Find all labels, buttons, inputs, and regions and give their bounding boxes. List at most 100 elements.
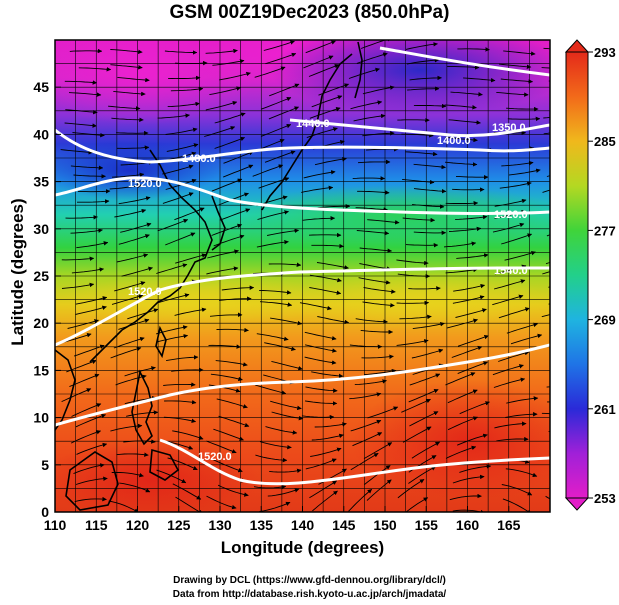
streamline: [310, 447, 342, 457]
streamline: [73, 344, 105, 357]
streamline: [269, 83, 300, 97]
streamline: [362, 301, 395, 308]
streamline: [164, 399, 197, 405]
streamline: [77, 189, 111, 194]
streamline: [362, 85, 395, 95]
streamline: [61, 388, 92, 403]
streamline: [401, 398, 431, 413]
streamline: [303, 55, 334, 69]
streamline: [166, 143, 199, 152]
streamline: [76, 442, 108, 455]
coast-borneo: [65, 451, 119, 511]
streamline: [214, 136, 246, 149]
streamline: [350, 100, 383, 110]
streamline: [413, 230, 447, 236]
streamline: [206, 440, 237, 454]
contour-line: [159, 438, 550, 486]
streamline: [445, 445, 477, 459]
streamline: [252, 164, 284, 177]
streamline: [542, 189, 550, 193]
streamline: [451, 345, 483, 358]
streamline: [115, 374, 147, 386]
streamline: [78, 67, 112, 72]
streamline: [501, 160, 534, 167]
x-tick-label: 160: [456, 517, 480, 533]
streamline: [205, 100, 238, 111]
streamline: [413, 163, 446, 170]
streamline: [452, 474, 485, 484]
streamline: [357, 159, 391, 165]
streamline: [259, 301, 293, 307]
streamline: [211, 223, 243, 236]
colorbar-min-arrow: [564, 497, 590, 511]
streamline: [314, 422, 347, 428]
x-tick-label: 145: [332, 517, 356, 533]
streamline: [402, 217, 436, 223]
streamline: [455, 308, 487, 318]
streamline: [117, 76, 150, 83]
streamline: [450, 91, 483, 97]
streamline: [108, 500, 139, 512]
streamline: [126, 410, 159, 417]
streamline: [64, 122, 97, 128]
streamline: [405, 42, 438, 50]
contour-line: [289, 118, 550, 138]
streamline: [116, 452, 149, 457]
cold-band-shading: [270, 40, 550, 115]
streamline: [309, 287, 342, 295]
streamline: [505, 411, 538, 418]
coastlines: [55, 41, 363, 511]
streamline: [208, 384, 241, 393]
streamline: [264, 342, 296, 351]
streamline: [111, 172, 145, 178]
streamline: [118, 196, 151, 205]
streamline: [299, 302, 332, 311]
streamline: [265, 426, 298, 435]
streamline: [312, 490, 338, 512]
streamline: [355, 318, 388, 324]
streamline: [162, 192, 194, 204]
streamline: [449, 493, 482, 501]
streamline: [405, 242, 439, 248]
streamline: [163, 382, 196, 387]
x-tick-label: 110: [44, 517, 67, 533]
streamline: [455, 214, 488, 220]
streamline: [311, 243, 344, 249]
streamline: [223, 151, 254, 164]
streamline: [267, 488, 300, 497]
streamline: [213, 428, 244, 441]
streamline: [448, 119, 481, 125]
streamline: [268, 106, 300, 120]
streamline: [127, 308, 159, 320]
contour-label: 1400.0: [437, 135, 471, 147]
streamline: [411, 348, 444, 359]
streamline: [445, 136, 478, 143]
streamline: [304, 344, 337, 353]
streamline: [406, 57, 440, 65]
streamline: [219, 208, 251, 221]
streamline: [256, 333, 289, 341]
streamline: [305, 386, 338, 393]
streamline: [110, 423, 143, 432]
streamline: [118, 234, 150, 245]
streamline: [168, 75, 201, 81]
x-tick-label: 115: [85, 517, 108, 533]
streamline: [64, 80, 98, 85]
streamline: [114, 281, 146, 292]
y-tick-label: 15: [33, 362, 49, 378]
streamline: [445, 372, 476, 386]
streamline: [446, 318, 478, 329]
x-tick-label: 165: [497, 517, 521, 533]
x-tick-label: 135: [250, 517, 274, 533]
y-tick-label: 10: [33, 410, 49, 426]
streamline: [457, 334, 489, 347]
streamline: [504, 250, 536, 261]
streamline: [363, 442, 393, 459]
streamline: [492, 364, 524, 376]
latitude-ticks: 0 5 10 15 20 25 30 35 40 45: [33, 79, 61, 520]
streamline: [413, 188, 447, 194]
streamline: [207, 249, 239, 259]
streamline: [405, 497, 429, 512]
streamline: [110, 346, 142, 359]
streamline: [447, 416, 478, 431]
